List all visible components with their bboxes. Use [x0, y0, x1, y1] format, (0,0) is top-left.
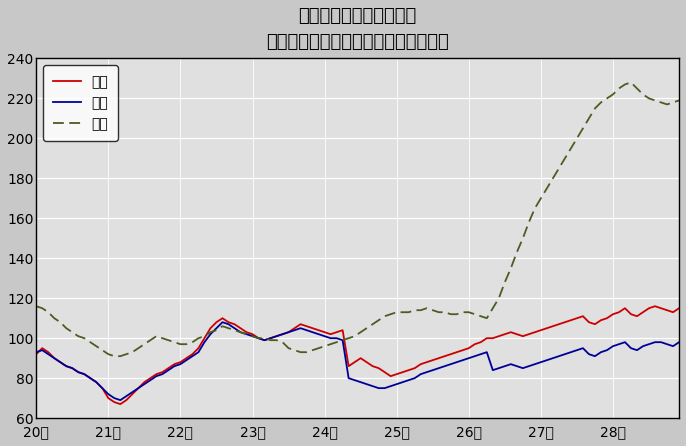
生産 [98, 385, 106, 391]
生産 [603, 315, 611, 321]
在庫 [110, 354, 119, 359]
在庫 [338, 338, 346, 343]
在庫 [603, 96, 611, 101]
出荷 [32, 350, 40, 355]
出荷 [98, 385, 106, 391]
生産 [549, 323, 557, 329]
在庫 [140, 342, 148, 347]
在庫 [591, 106, 599, 111]
生産 [140, 380, 148, 385]
Legend: 生産, 出荷, 在庫: 生産, 出荷, 在庫 [43, 66, 118, 141]
Line: 在庫: 在庫 [36, 83, 679, 356]
在庫 [627, 80, 635, 85]
出荷 [140, 381, 148, 387]
生産 [675, 306, 683, 311]
出荷 [597, 350, 605, 355]
出荷 [675, 339, 683, 345]
Line: 生産: 生産 [36, 306, 679, 404]
在庫 [32, 304, 40, 309]
生産 [591, 322, 599, 327]
出荷 [344, 376, 353, 381]
生産 [338, 327, 346, 333]
生産 [651, 304, 659, 309]
生産 [32, 351, 40, 357]
出荷 [609, 343, 617, 349]
在庫 [675, 98, 683, 103]
生産 [116, 401, 124, 407]
Title: 鵳取県鉱工業指数の推移
（季節調整済、平成２２年＝１００）: 鵳取県鉱工業指数の推移 （季節調整済、平成２２年＝１００） [266, 7, 449, 51]
出荷 [555, 354, 563, 359]
出荷 [116, 397, 124, 403]
在庫 [98, 347, 106, 353]
Line: 出荷: 出荷 [36, 322, 679, 400]
出荷 [218, 319, 226, 325]
在庫 [549, 176, 557, 181]
